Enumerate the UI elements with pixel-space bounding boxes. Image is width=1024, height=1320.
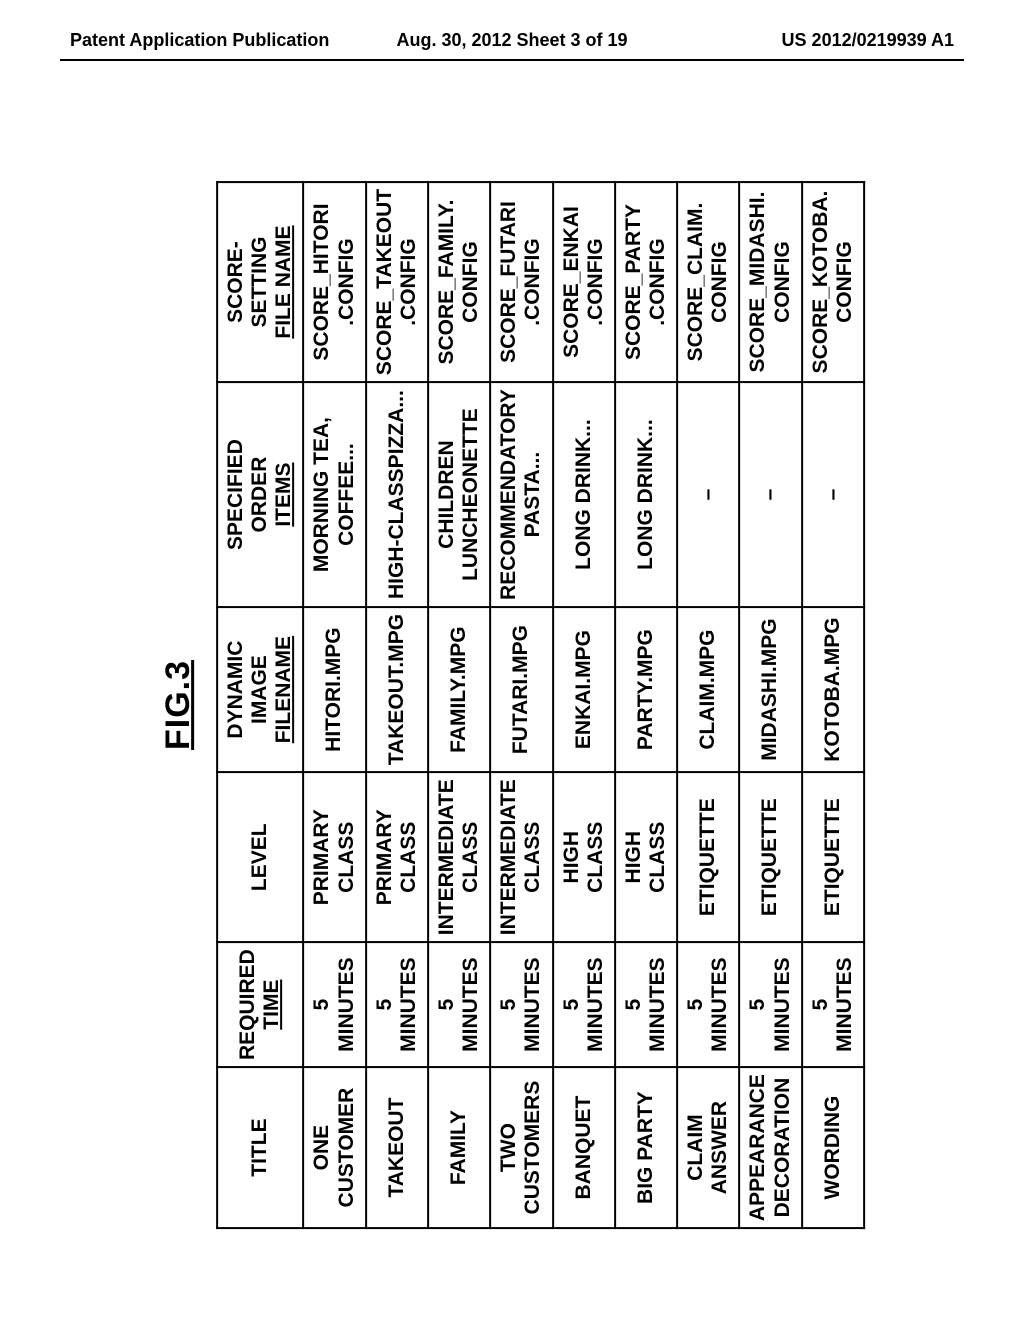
cell-order: LONG DRINK...: [615, 382, 677, 607]
table-body: ONECUSTOMER5 MINUTESPRIMARYCLASSHITORI.M…: [303, 182, 864, 1228]
cell-dyn: FAMILY.MPG: [428, 607, 490, 772]
figure-area: FIG.3 TITLEREQUIREDTIMELEVELDYNAMICIMAGE…: [0, 130, 1024, 1280]
cell-level: ETIQUETTE: [802, 772, 864, 942]
cell-dyn: HITORI.MPG: [303, 607, 365, 772]
cell-score: SCORE_PARTY.CONFIG: [615, 182, 677, 382]
cell-order: CHILDRENLUNCHEONETTE: [428, 382, 490, 607]
cell-title: FAMILY: [428, 1067, 490, 1228]
cell-time: 5 MINUTES: [677, 942, 739, 1067]
col-header-order: SPECIFIEDORDERITEMS: [217, 382, 303, 607]
cell-score: SCORE_TAKEOUT.CONFIG: [366, 182, 428, 382]
cell-title: WORDING: [802, 1067, 864, 1228]
cell-order: –: [802, 382, 864, 607]
cell-time: 5 MINUTES: [615, 942, 677, 1067]
cell-dyn: CLAIM.MPG: [677, 607, 739, 772]
table-row: APPEARANCEDECORATION5 MINUTESETIQUETTEMI…: [739, 182, 801, 1228]
cell-time: 5 MINUTES: [553, 942, 615, 1067]
cell-time: 5 MINUTES: [428, 942, 490, 1067]
cell-level: PRIMARYCLASS: [303, 772, 365, 942]
table-row: BANQUET5 MINUTESHIGHCLASSENKAI.MPGLONG D…: [553, 182, 615, 1228]
cell-title: CLAIMANSWER: [677, 1067, 739, 1228]
cell-level: HIGHCLASS: [615, 772, 677, 942]
data-table: TITLEREQUIREDTIMELEVELDYNAMICIMAGEFILENA…: [216, 181, 865, 1229]
table-row: CLAIMANSWER5 MINUTESETIQUETTECLAIM.MPG–S…: [677, 182, 739, 1228]
cell-title: TAKEOUT: [366, 1067, 428, 1228]
table-row: BIG PARTY5 MINUTESHIGHCLASSPARTY.MPGLONG…: [615, 182, 677, 1228]
cell-order: RECOMMENDATORYPASTA...: [490, 382, 552, 607]
cell-title: ONECUSTOMER: [303, 1067, 365, 1228]
table-row: WORDING5 MINUTESETIQUETTEKOTOBA.MPG–SCOR…: [802, 182, 864, 1228]
cell-time: 5 MINUTES: [802, 942, 864, 1067]
cell-level: ETIQUETTE: [677, 772, 739, 942]
cell-dyn: KOTOBA.MPG: [802, 607, 864, 772]
cell-level: INTERMEDIATECLASS: [490, 772, 552, 942]
header-rule: [60, 59, 964, 61]
table-row: TWOCUSTOMERS5 MINUTESINTERMEDIATECLASSFU…: [490, 182, 552, 1228]
cell-level: PRIMARYCLASS: [366, 772, 428, 942]
cell-dyn: MIDASHI.MPG: [739, 607, 801, 772]
col-header-title: TITLE: [217, 1067, 303, 1228]
table-header-row: TITLEREQUIREDTIMELEVELDYNAMICIMAGEFILENA…: [217, 182, 303, 1228]
cell-score: SCORE_FAMILY.CONFIG: [428, 182, 490, 382]
cell-dyn: ENKAI.MPG: [553, 607, 615, 772]
cell-order: –: [739, 382, 801, 607]
cell-dyn: PARTY.MPG: [615, 607, 677, 772]
cell-score: SCORE_CLAIM.CONFIG: [677, 182, 739, 382]
cell-title: BIG PARTY: [615, 1067, 677, 1228]
page-header: Patent Application Publication Aug. 30, …: [0, 0, 1024, 59]
col-header-time: REQUIREDTIME: [217, 942, 303, 1067]
cell-title: BANQUET: [553, 1067, 615, 1228]
table-row: FAMILY5 MINUTESINTERMEDIATECLASSFAMILY.M…: [428, 182, 490, 1228]
table-row: TAKEOUT5 MINUTESPRIMARYCLASSTAKEOUT.MPGH…: [366, 182, 428, 1228]
cell-time: 5 MINUTES: [366, 942, 428, 1067]
col-header-level: LEVEL: [217, 772, 303, 942]
cell-score: SCORE_MIDASHI.CONFIG: [739, 182, 801, 382]
cell-order: MORNING TEA,COFFEE...: [303, 382, 365, 607]
cell-score: SCORE_KOTOBA.CONFIG: [802, 182, 864, 382]
cell-time: 5 MINUTES: [490, 942, 552, 1067]
col-header-score: SCORE-SETTINGFILE NAME: [217, 182, 303, 382]
cell-level: ETIQUETTE: [739, 772, 801, 942]
cell-dyn: FUTARI.MPG: [490, 607, 552, 772]
cell-order: –: [677, 382, 739, 607]
table-row: ONECUSTOMER5 MINUTESPRIMARYCLASSHITORI.M…: [303, 182, 365, 1228]
header-center: Aug. 30, 2012 Sheet 3 of 19: [365, 30, 660, 51]
header-right: US 2012/0219939 A1: [659, 30, 954, 51]
rotated-figure: FIG.3 TITLEREQUIREDTIMELEVELDYNAMICIMAGE…: [159, 181, 865, 1229]
cell-score: SCORE_FUTARI.CONFIG: [490, 182, 552, 382]
col-header-dyn: DYNAMICIMAGEFILENAME: [217, 607, 303, 772]
cell-title: TWOCUSTOMERS: [490, 1067, 552, 1228]
header-left: Patent Application Publication: [70, 30, 365, 51]
cell-title: APPEARANCEDECORATION: [739, 1067, 801, 1228]
table-head: TITLEREQUIREDTIMELEVELDYNAMICIMAGEFILENA…: [217, 182, 303, 1228]
figure-title: FIG.3: [159, 181, 198, 1229]
cell-time: 5 MINUTES: [303, 942, 365, 1067]
cell-level: HIGHCLASS: [553, 772, 615, 942]
cell-time: 5 MINUTES: [739, 942, 801, 1067]
cell-level: INTERMEDIATECLASS: [428, 772, 490, 942]
cell-dyn: TAKEOUT.MPG: [366, 607, 428, 772]
cell-score: SCORE_HITORI.CONFIG: [303, 182, 365, 382]
cell-score: SCORE_ENKAI.CONFIG: [553, 182, 615, 382]
cell-order: LONG DRINK...: [553, 382, 615, 607]
cell-order: HIGH-CLASSPIZZA...: [366, 382, 428, 607]
